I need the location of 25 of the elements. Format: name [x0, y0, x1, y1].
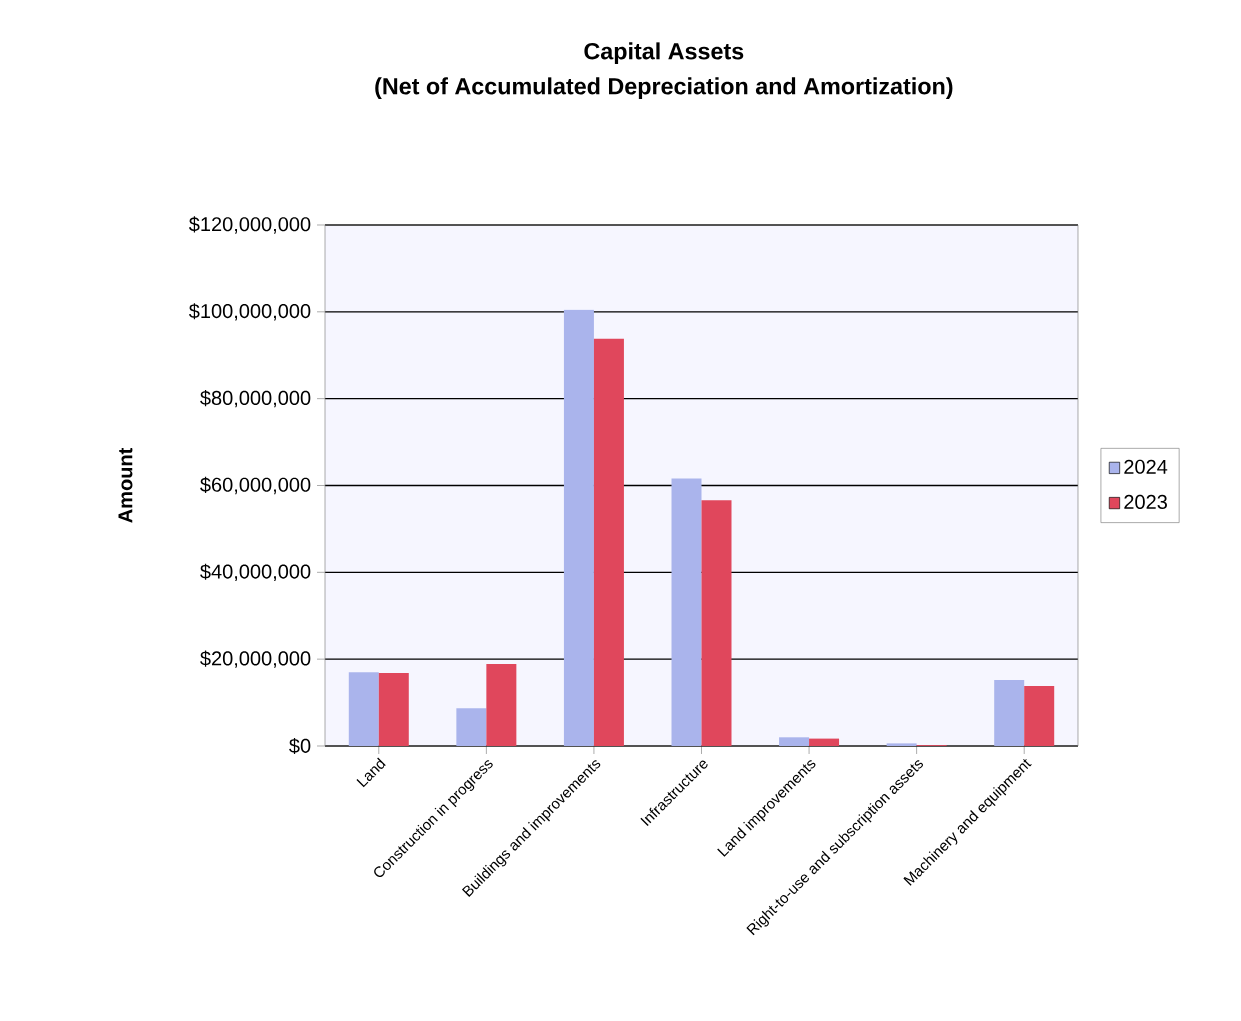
bar	[378, 673, 409, 746]
y-tick-label: $80,000,000	[200, 389, 311, 408]
chart-subtitle: (Net of Accumulated Depreciation and Amortization)	[375, 77, 953, 100]
bar	[809, 738, 840, 746]
bar	[701, 500, 732, 746]
bar	[1024, 686, 1055, 746]
y-tick-label: $60,000,000	[200, 476, 311, 495]
legend-label: 2024	[1124, 459, 1168, 474]
bar	[994, 679, 1025, 746]
y-tick-label: $0	[289, 737, 311, 755]
bar	[593, 338, 624, 746]
y-tick-label: $120,000,000	[188, 216, 311, 234]
y-tick-label: $40,000,000	[200, 563, 311, 582]
legend-label: 2023	[1124, 494, 1167, 509]
bar	[563, 309, 594, 746]
y-tick-label: $100,000,000	[188, 303, 311, 321]
bar	[456, 708, 487, 746]
bar	[671, 478, 702, 746]
bar	[348, 672, 379, 746]
y-tick-label: $20,000,000	[200, 650, 311, 668]
y-axis-title: Amount	[118, 447, 133, 523]
chart-title: Capital Assets	[584, 42, 744, 65]
bar	[886, 743, 917, 746]
bar	[779, 737, 810, 746]
bar	[486, 663, 517, 746]
